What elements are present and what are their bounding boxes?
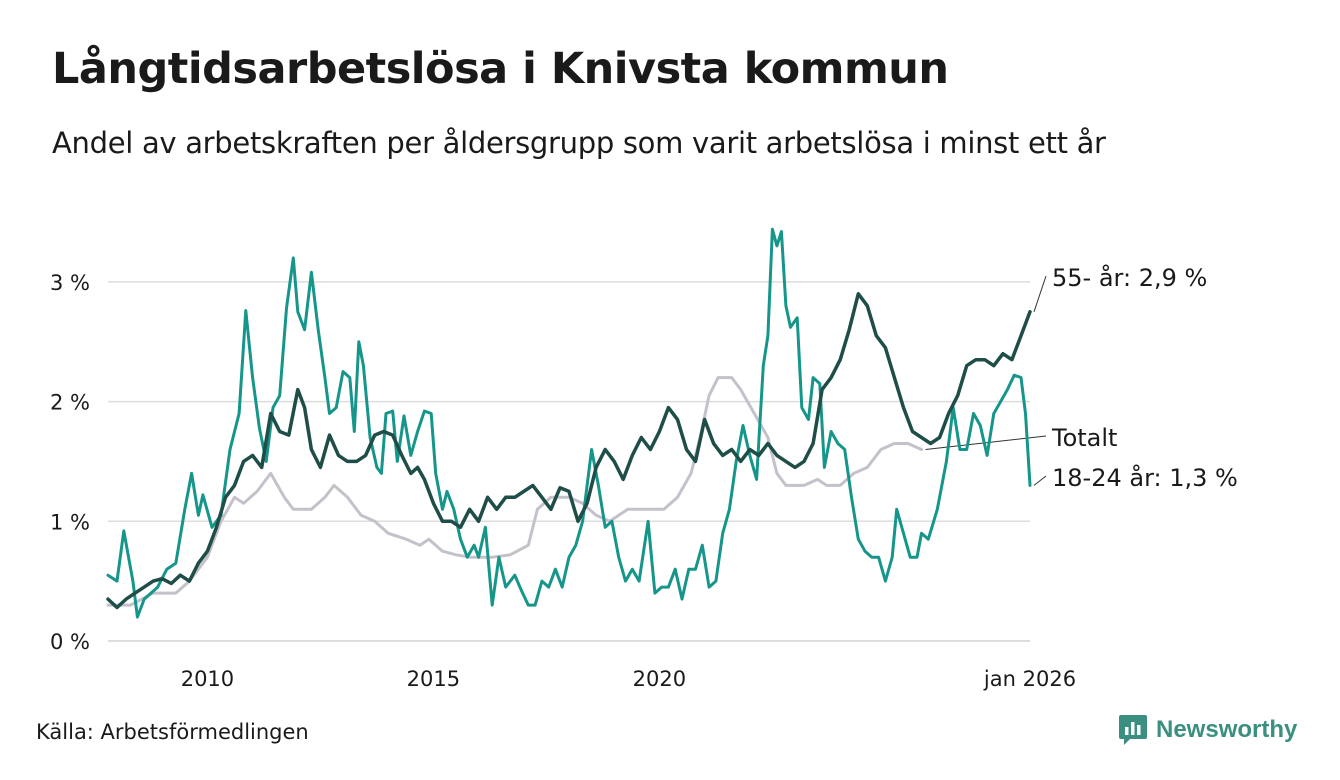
y-tick-label: 0 %	[50, 630, 90, 654]
newsworthy-icon	[1119, 715, 1147, 745]
end-label-youth: 18-24 år: 1,3 %	[1052, 463, 1238, 492]
x-tick-label: 2015	[407, 667, 460, 691]
series-line-youth	[106, 227, 1032, 619]
source-note: Källa: Arbetsförmedlingen	[36, 720, 309, 744]
brand-name: Newsworthy	[1156, 716, 1298, 743]
y-tick-label: 3 %	[50, 271, 90, 295]
end-label-leader	[1033, 275, 1047, 312]
end-label-leader	[1033, 475, 1047, 486]
x-tick-label: 2020	[633, 667, 686, 691]
newsworthy-logo: Newsworthy	[1118, 713, 1297, 747]
end-label-total: Totalt	[1051, 424, 1117, 452]
x-tick-label: jan 2026	[983, 667, 1076, 691]
y-tick-label: 1 %	[50, 510, 90, 534]
chart-subtitle: Andel av arbetskraften per åldersgrupp s…	[52, 126, 1106, 160]
series-line-total	[106, 376, 923, 607]
x-tick-label: 2010	[181, 667, 234, 691]
chart-title: Långtidsarbetslösa i Knivsta kommun	[52, 44, 949, 94]
series-line-older	[106, 292, 1032, 610]
end-label-older: 55- år: 2,9 %	[1052, 263, 1207, 292]
y-tick-label: 2 %	[50, 391, 90, 415]
